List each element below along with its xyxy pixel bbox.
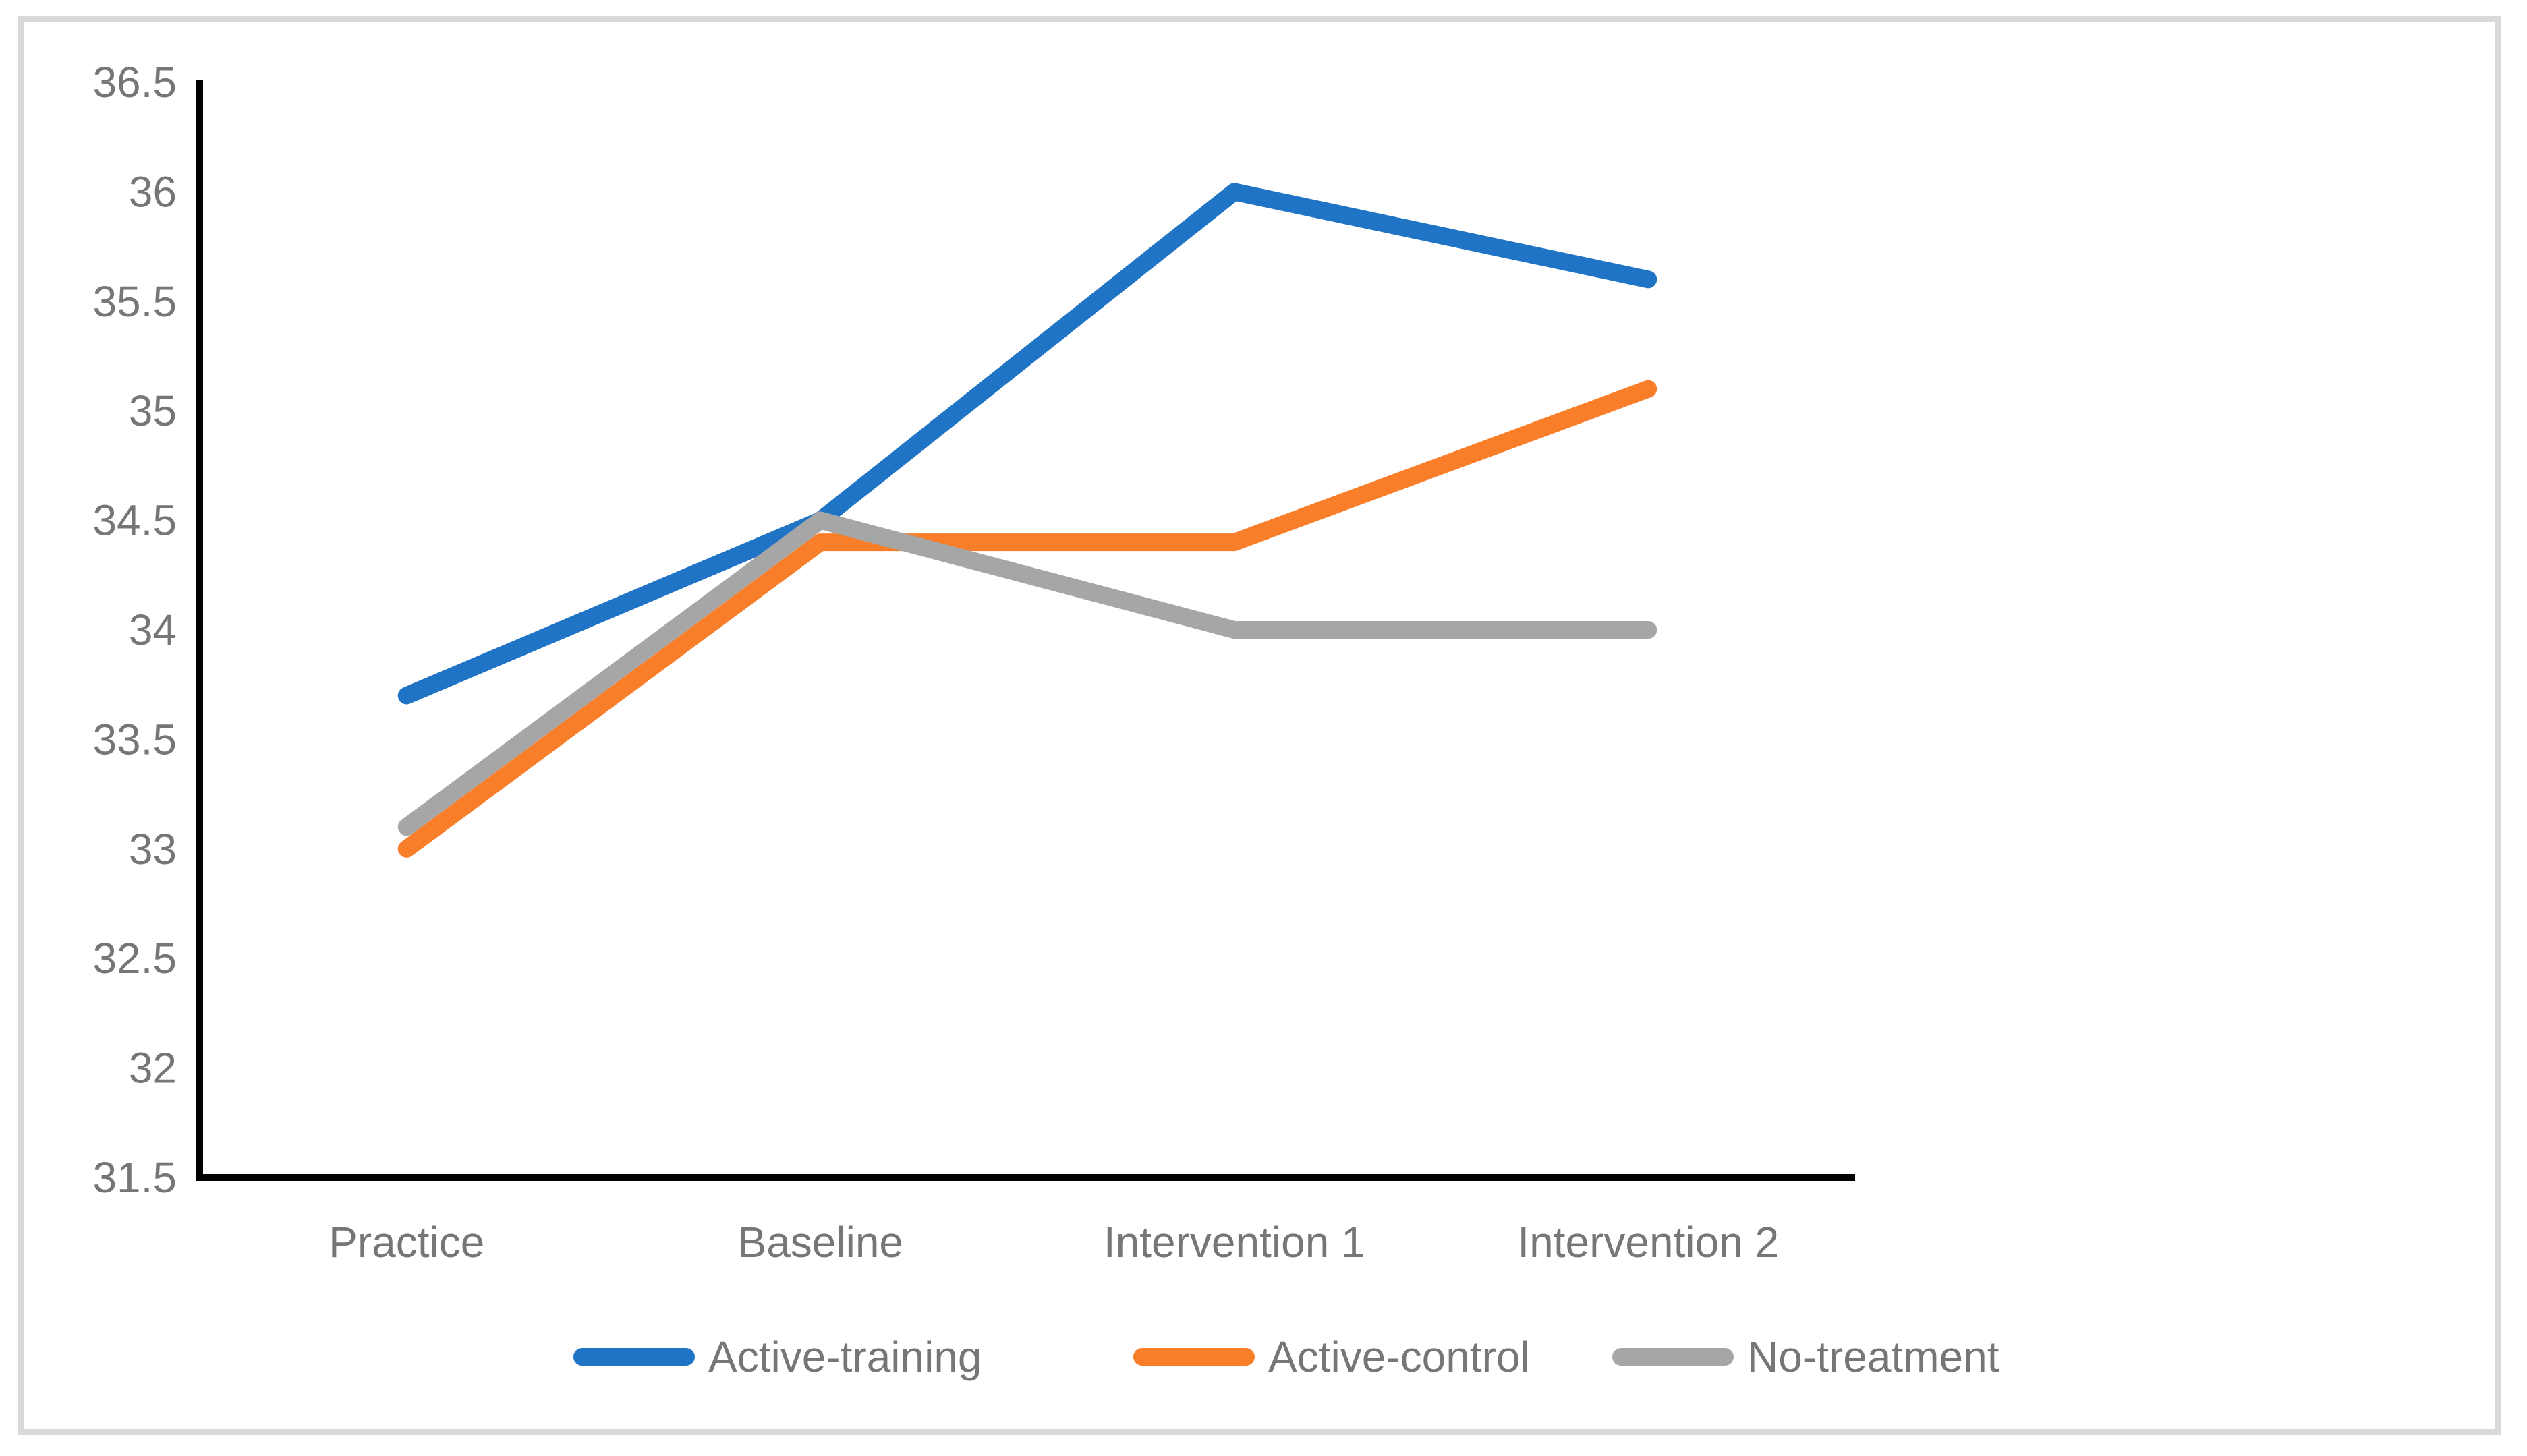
series-line-no-treatment xyxy=(397,511,1657,836)
y-tick-label: 35.5 xyxy=(92,277,177,326)
legend-label-no-treatment: No-treatment xyxy=(1747,1333,1999,1381)
x-category-label-baseline: Baseline xyxy=(738,1218,904,1266)
y-tick-label: 33.5 xyxy=(92,715,177,763)
series-line-active-training xyxy=(397,183,1657,705)
y-tick-label: 35 xyxy=(129,386,177,435)
legend-swatch-active-control xyxy=(1133,1348,1255,1366)
legend-swatch-no-treatment xyxy=(1612,1348,1734,1366)
y-tick-label: 36.5 xyxy=(92,58,177,107)
x-category-label-practice: Practice xyxy=(329,1218,484,1266)
y-tick-label: 31.5 xyxy=(92,1153,177,1202)
y-tick-label: 34.5 xyxy=(92,496,177,545)
x-category-label-intervention-2: Intervention 2 xyxy=(1517,1218,1779,1266)
y-tick-label: 33 xyxy=(129,825,177,873)
figure-border xyxy=(18,16,2501,1435)
legend-label-active-training: Active-training xyxy=(708,1333,982,1381)
legend-swatch-active-training xyxy=(573,1348,695,1366)
x-category-label-intervention-1: Intervention 1 xyxy=(1104,1218,1365,1266)
y-tick-label: 32 xyxy=(129,1044,177,1093)
y-tick-label: 34 xyxy=(129,606,177,654)
y-tick-label: 36 xyxy=(129,167,177,216)
series-line-active-control xyxy=(397,380,1657,858)
y-tick-label: 32.5 xyxy=(92,934,177,983)
legend-label-active-control: Active-control xyxy=(1268,1333,1530,1381)
